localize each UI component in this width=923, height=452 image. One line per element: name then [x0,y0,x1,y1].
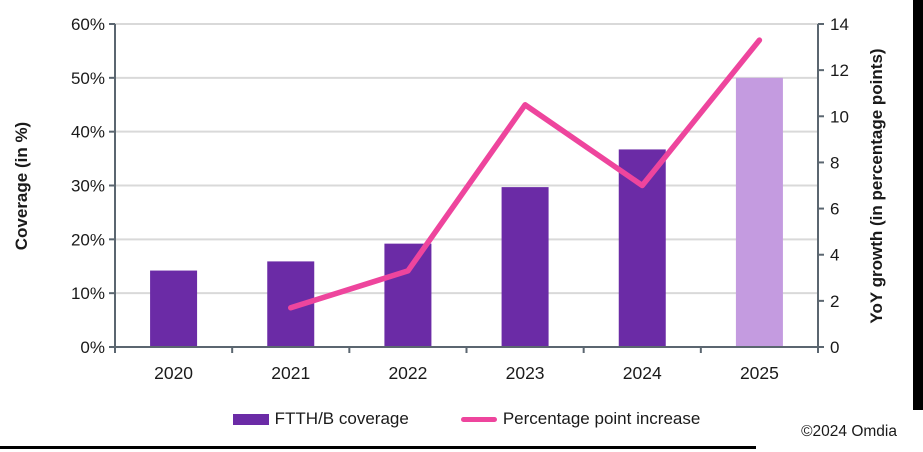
page-edge-strip [913,0,923,410]
right-tick-label: 2 [830,292,839,311]
left-axis-title: Coverage (in %) [12,121,31,251]
left-tick-label: 30% [71,177,105,196]
x-tick-label-2022: 2022 [388,363,427,383]
left-tick-label: 40% [71,123,105,142]
line-swatch-icon [460,416,497,422]
bottom-rule [0,446,756,449]
legend-item-increase: Percentage point increase [460,409,701,429]
left-tick-label: 10% [71,284,105,303]
x-tick-label-2025: 2025 [740,363,779,383]
legend-item-coverage: FTTH/B coverage [232,409,409,429]
copyright-note: ©2024 Omdia [801,423,897,440]
bar-swatch-icon [232,413,269,425]
bar-2025 [735,77,783,347]
left-tick-label: 50% [71,69,105,88]
bar-2020 [150,270,198,347]
bar-2023 [501,187,549,347]
right-tick-label: 8 [830,153,839,172]
right-tick-label: 10 [830,107,849,126]
chart-legend: FTTH/B coverage Percentage point increas… [115,406,818,432]
right-tick-label: 14 [830,15,849,34]
x-tick-label-2021: 2021 [271,363,310,383]
right-tick-label: 12 [830,61,849,80]
bar-2024 [618,149,666,347]
x-tick-label-2023: 2023 [506,363,545,383]
yoy-growth-line [288,37,763,311]
legend-label-increase: Percentage point increase [502,409,701,428]
left-tick-label: 20% [71,230,105,249]
right-tick-label: 4 [830,246,839,265]
left-tick-label: 0% [80,338,105,357]
bar-2022 [384,243,432,347]
left-tick-label: 60% [71,15,105,34]
x-tick-label-2024: 2024 [623,363,662,383]
right-tick-label: 6 [830,200,839,219]
legend-label-coverage: FTTH/B coverage [274,409,409,428]
right-axis-title: YoY growth (in percentage points) [867,48,886,324]
right-tick-label: 0 [830,338,839,357]
x-tick-label-2020: 2020 [154,363,193,383]
